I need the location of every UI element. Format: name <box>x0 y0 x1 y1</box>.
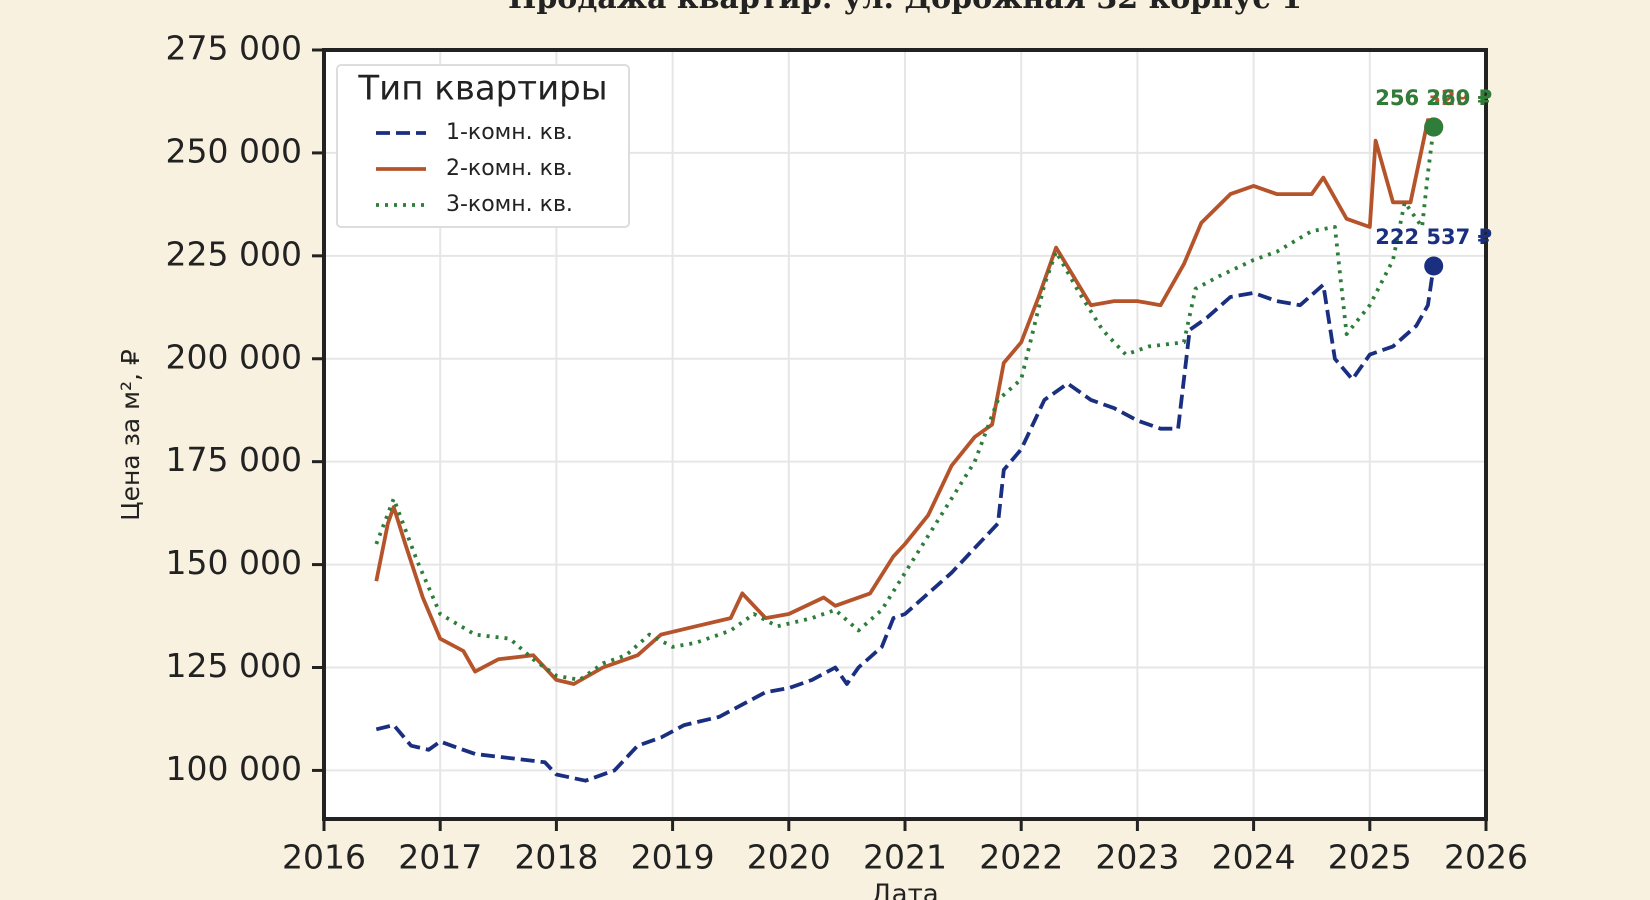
legend-label: 2-комн. кв. <box>446 156 573 181</box>
y-tick-label: 250 000 <box>166 131 302 170</box>
end-point <box>1424 117 1444 137</box>
legend-box <box>336 64 630 228</box>
end-label: 256 329 ₽ <box>1375 86 1492 110</box>
y-tick-label: 275 000 <box>166 29 302 68</box>
x-axis-label: Дата <box>871 880 938 900</box>
y-tick-label: 175 000 <box>166 440 302 479</box>
y-tick-label: 150 000 <box>166 543 302 582</box>
x-tick-label: 2026 <box>1444 838 1528 877</box>
end-label: 222 537 ₽ <box>1375 225 1492 249</box>
legend-title: Тип квартиры <box>357 69 607 109</box>
series-line <box>374 118 1436 686</box>
x-tick-label: 2023 <box>1095 838 1179 877</box>
y-tick-label: 100 000 <box>166 749 302 788</box>
legend-label: 3-комн. кв. <box>446 192 573 217</box>
legend-label: 1-комн. кв. <box>446 120 573 145</box>
x-tick-label: 2018 <box>514 838 598 877</box>
chart-title: Продажа квартир: ул. Дорожная 32 корпус … <box>508 0 1302 16</box>
y-tick-label: 225 000 <box>166 234 302 273</box>
x-tick-label: 2019 <box>631 838 715 877</box>
x-tick-label: 2016 <box>282 838 366 877</box>
x-tick-label: 2017 <box>398 838 482 877</box>
end-label: 256 260 ₽ <box>1375 86 1492 110</box>
x-tick-label: 2021 <box>863 838 947 877</box>
series-line <box>374 126 1436 682</box>
x-tick-label: 2025 <box>1328 838 1412 877</box>
plot-frame <box>322 48 1488 821</box>
legend: Тип квартиры 1-комн. кв. 2-комн. кв. 3-комн… <box>336 64 630 228</box>
y-tick-label: 125 000 <box>166 646 302 685</box>
x-tick-label: 2020 <box>747 838 831 877</box>
y-axis-label: Цена за м², ₽ <box>116 349 145 521</box>
y-tick-label: 200 000 <box>166 337 302 376</box>
end-point <box>1424 256 1444 276</box>
x-tick-label: 2022 <box>979 838 1063 877</box>
x-tick-label: 2024 <box>1212 838 1296 877</box>
series-line <box>375 265 1436 783</box>
